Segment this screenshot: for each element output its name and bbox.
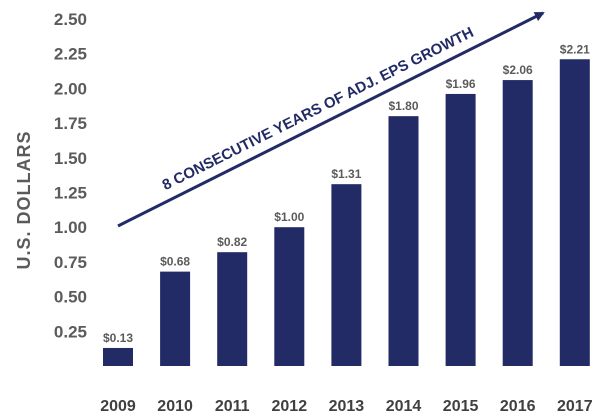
bar-value-label: $2.21 (560, 42, 590, 56)
bar (559, 59, 590, 366)
bar (502, 80, 533, 367)
bar-value-label: $1.80 (388, 99, 418, 113)
bar-value-label: $0.82 (217, 235, 247, 249)
y-tick-label: 0.50 (54, 288, 87, 307)
y-tick-label: 1.25 (54, 184, 87, 203)
data-labels: $0.13 $0.68 $0.82 $1.00 $1.31 $1.80 $1.96 $2.06… (103, 42, 590, 345)
y-tick-label: 2.25 (54, 45, 87, 64)
x-tick-label: 2011 (215, 398, 250, 415)
y-axis-ticks: 0.25 0.50 0.75 1.00 1.25 1.50 1.75 2.00 2.25 2.50 (54, 10, 87, 341)
bar (217, 252, 248, 366)
growth-annotation: 8 CONSECUTIVE YEARS OF ADJ. EPS GROWTH (160, 24, 477, 194)
growth-arrow (117, 11, 545, 228)
bar-value-label: $1.31 (331, 167, 361, 181)
bar-value-label: $1.96 (446, 77, 476, 91)
bar-value-label: $1.00 (274, 210, 304, 224)
x-tick-label: 2009 (100, 398, 136, 415)
bar (103, 347, 133, 366)
bar-value-label: $0.13 (103, 331, 133, 345)
x-tick-label: 2010 (157, 398, 193, 415)
x-axis-ticks: 2009 2010 2011 2012 2013 2014 2015 2016 2017 (100, 398, 592, 415)
bar-value-label: $0.68 (160, 255, 190, 269)
y-tick-label: 2.00 (54, 79, 87, 98)
y-tick-label: 1.50 (54, 149, 87, 168)
y-axis-label: U.S. DOLLARS (14, 130, 34, 269)
bar (274, 227, 305, 366)
x-tick-label: 2012 (272, 398, 308, 415)
y-tick-label: 0.25 (54, 322, 87, 341)
bars (103, 59, 590, 367)
x-tick-label: 2017 (557, 398, 593, 415)
y-tick-label: 2.50 (54, 10, 87, 29)
bar (445, 93, 476, 367)
y-tick-label: 1.75 (54, 114, 87, 133)
x-tick-label: 2013 (329, 398, 365, 415)
bar (160, 271, 191, 366)
x-tick-label: 2016 (500, 398, 536, 415)
y-tick-label: 0.75 (54, 253, 87, 272)
bar-value-label: $2.06 (503, 63, 533, 77)
bar (388, 116, 419, 366)
y-tick-label: 1.00 (54, 218, 87, 237)
x-tick-label: 2014 (386, 398, 422, 415)
bar (331, 184, 362, 366)
x-tick-label: 2015 (443, 398, 479, 415)
